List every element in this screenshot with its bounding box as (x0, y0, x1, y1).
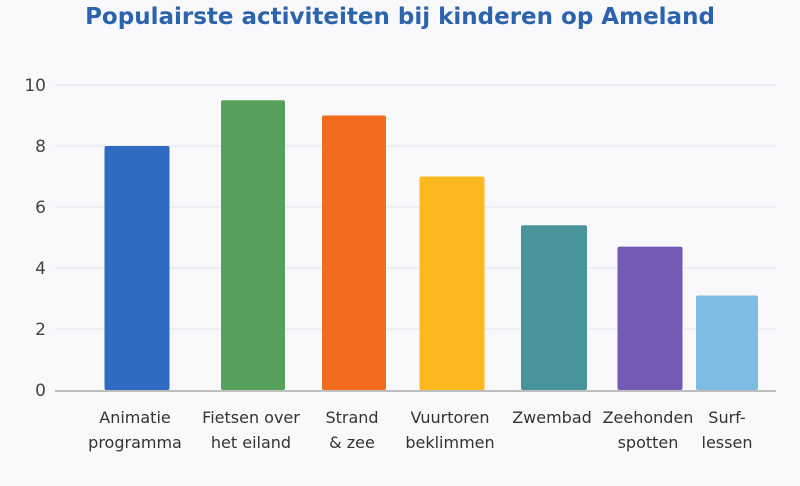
y-tick-label: 8 (35, 137, 46, 157)
x-tick-label: Strand (325, 408, 378, 427)
x-tick-label: & zee (329, 433, 375, 452)
x-tick-label: programma (88, 433, 182, 452)
x-tick-label: Fietsen over (202, 408, 300, 427)
x-tick-label: spotten (618, 433, 679, 452)
y-tick-label: 0 (35, 381, 46, 401)
x-tick-label: Vuurtoren (411, 408, 490, 427)
bar-5 (617, 246, 683, 390)
x-tick-label: Animatie (99, 408, 170, 427)
x-tick-label: lessen (702, 433, 753, 452)
bar-6 (696, 295, 758, 390)
chart-title: Populairste activiteiten bij kinderen op… (85, 4, 715, 30)
bar-0 (104, 146, 170, 390)
x-tick-label: Zeehonden (603, 408, 694, 427)
y-tick-label: 6 (35, 198, 46, 218)
y-tick-label: 4 (35, 259, 46, 279)
x-tick-label: Surf- (708, 408, 745, 427)
y-tick-label: 2 (35, 320, 46, 340)
bar-1 (221, 100, 285, 390)
bar-3 (419, 176, 485, 390)
bar-4 (521, 225, 587, 390)
bar-2 (322, 115, 386, 390)
y-tick-label: 10 (24, 76, 46, 96)
x-tick-label: het eiland (211, 433, 291, 452)
x-tick-label: beklimmen (405, 433, 494, 452)
x-tick-label: Zwembad (512, 408, 592, 427)
